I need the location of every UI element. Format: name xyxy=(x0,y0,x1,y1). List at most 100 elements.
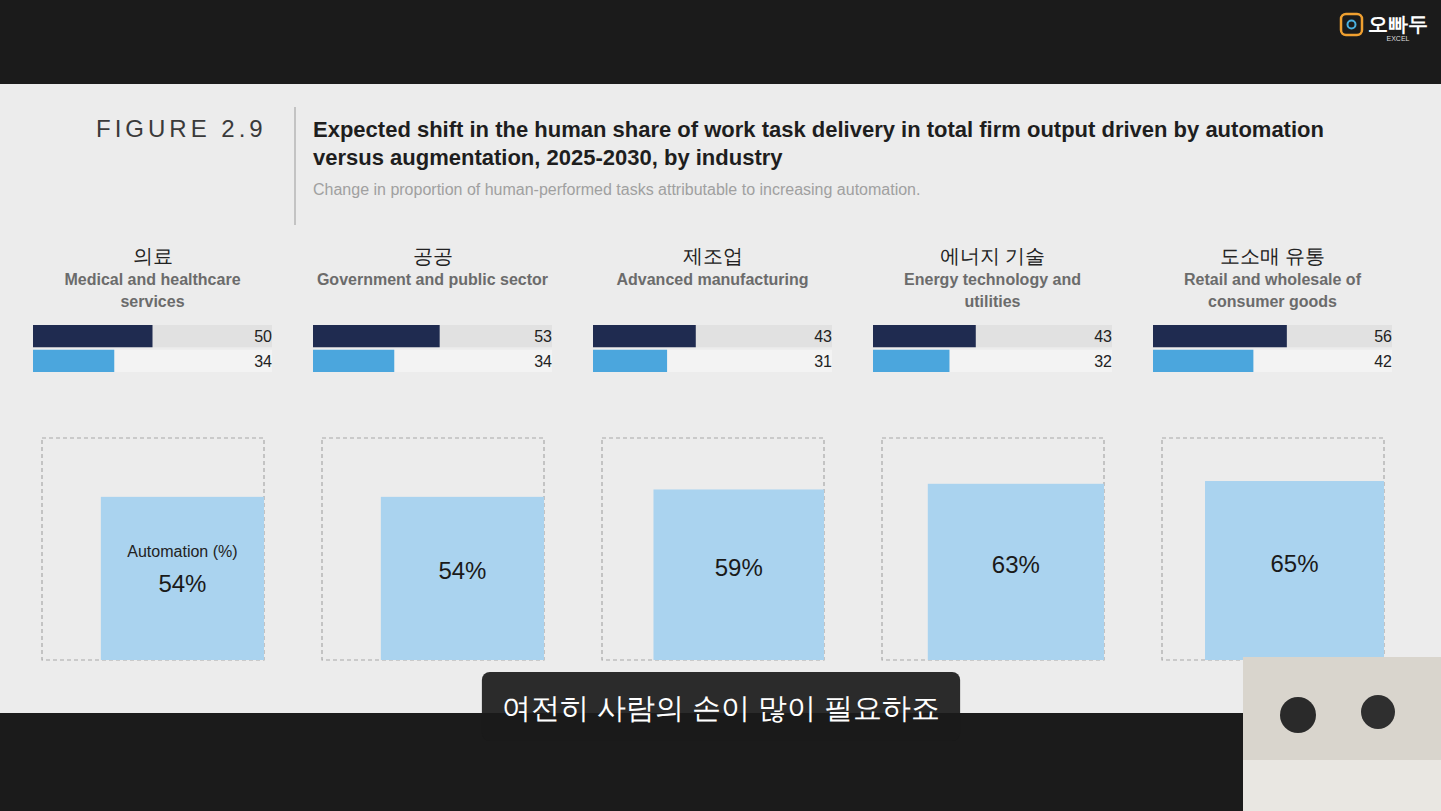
axis-line xyxy=(313,326,314,373)
bar xyxy=(33,325,153,347)
bar xyxy=(593,325,696,347)
logo-icon xyxy=(1348,21,1356,29)
figure-label: FIGURE 2.9 xyxy=(96,115,267,142)
data-label: 56 xyxy=(1374,328,1392,345)
text-line: Retail and wholesale of xyxy=(1184,271,1362,288)
range-track xyxy=(313,325,552,347)
bar xyxy=(873,325,976,347)
data-label: 50 xyxy=(254,328,272,345)
automation-value: 59% xyxy=(715,554,763,581)
panel-subtitle: Medical and healthcare services xyxy=(64,271,240,310)
text-line: Government and public sector xyxy=(317,271,548,288)
y-axis xyxy=(873,326,874,373)
automation-value: 54% xyxy=(438,557,486,584)
panel-subtitle: Government and public sector xyxy=(317,271,548,288)
y-axis xyxy=(593,326,594,373)
text-line: Energy technology and xyxy=(904,271,1081,288)
webcam-person xyxy=(1361,695,1395,729)
panel: 제조업Advanced manufacturing433159% xyxy=(593,245,832,660)
divider xyxy=(295,107,296,225)
text-line: utilities xyxy=(964,293,1020,310)
range-track xyxy=(33,325,272,347)
range-track xyxy=(873,350,1112,372)
webcam-person xyxy=(1280,697,1316,733)
caption-text: 여전히 사람의 손이 많이 필요하죠 xyxy=(502,692,940,724)
automation-square xyxy=(1205,481,1384,660)
axis-line xyxy=(873,326,874,373)
bars xyxy=(593,325,696,372)
automation-label: Automation (%) xyxy=(127,543,237,560)
panel: 도소매 유통 Retail and wholesale of consumer go… xyxy=(1153,245,1392,660)
panel-title: 도소매 유통 xyxy=(1220,245,1326,267)
panel: 의료 Medical and healthcare services 50 34 Auto… xyxy=(33,245,272,660)
figure-subtitle: Change in proportion of human-performed … xyxy=(313,181,920,198)
caption-box xyxy=(482,672,960,741)
range-track xyxy=(313,350,552,372)
logo-subtext: EXCEL xyxy=(1387,35,1410,42)
text-line: services xyxy=(120,293,184,310)
webcam-desk xyxy=(1243,760,1441,811)
data-label: 43 xyxy=(1094,328,1112,345)
axis-line xyxy=(33,326,34,373)
panel: 에너지 기술 Energy technology and utilities 43 32… xyxy=(873,245,1112,660)
bars xyxy=(313,325,440,372)
automation-value: 65% xyxy=(1270,550,1318,577)
automation-value: 63% xyxy=(992,551,1040,578)
text-line: versus augmentation, 2025-2030, by indus… xyxy=(313,145,783,170)
bar xyxy=(873,350,949,372)
automation-frame xyxy=(602,438,824,660)
bar xyxy=(1153,325,1287,347)
text-line: Medical and healthcare xyxy=(64,271,240,288)
automation-frame xyxy=(882,438,1104,660)
panel-title: 에너지 기술 xyxy=(940,245,1046,267)
range-track xyxy=(873,325,1112,347)
data-label: 42 xyxy=(1374,353,1392,370)
automation-square xyxy=(381,497,544,660)
automation-frame xyxy=(42,438,264,660)
panel-subtitle: Retail and wholesale of consumer goods xyxy=(1184,271,1362,310)
range-track xyxy=(1153,325,1392,347)
data-label: 34 xyxy=(254,353,272,370)
logo-text: 오빠두 xyxy=(1368,13,1428,35)
caption: 여전히 사람의 손이 많이 필요하죠 xyxy=(482,672,960,741)
bar xyxy=(33,350,114,372)
automation-square xyxy=(101,497,264,660)
data-label: 53 xyxy=(534,328,552,345)
automation-value: 54% xyxy=(158,570,206,597)
webcam-background xyxy=(1243,657,1441,811)
panel-subtitle: Energy technology and utilities xyxy=(904,271,1081,310)
data-label: 34 xyxy=(534,353,552,370)
bar xyxy=(593,350,667,372)
axis-line xyxy=(1153,326,1154,373)
data-label: 43 xyxy=(814,328,832,345)
text-line: consumer goods xyxy=(1208,293,1337,310)
data-label: 31 xyxy=(814,353,832,370)
panel-subtitle: Advanced manufacturing xyxy=(616,271,808,288)
page: FIGURE 2.9 Expected shift in the human sh… xyxy=(0,0,1441,811)
range-track xyxy=(33,350,272,372)
webcam-inset xyxy=(1243,657,1441,811)
figure-title: Expected shift in the human share of wor… xyxy=(313,117,1324,170)
text-line: Advanced manufacturing xyxy=(616,271,808,288)
logo-icon xyxy=(1341,14,1362,35)
slide-background xyxy=(0,84,1441,713)
y-axis xyxy=(313,326,314,373)
panel-title: 공공 xyxy=(413,245,453,267)
range-track xyxy=(593,350,832,372)
bar xyxy=(1153,350,1253,372)
automation-square xyxy=(653,489,824,660)
bar xyxy=(313,325,440,347)
text-line: Expected shift in the human share of wor… xyxy=(313,117,1324,142)
axis-line xyxy=(593,326,594,373)
y-axis xyxy=(33,326,34,373)
logo: 오빠두EXCEL xyxy=(1341,13,1428,42)
y-axis xyxy=(1153,326,1154,373)
panel: 공공 Government and public sector 53 34 54% xyxy=(313,245,552,660)
data-label: 32 xyxy=(1094,353,1112,370)
video-frame xyxy=(0,0,1441,811)
automation-frame xyxy=(322,438,544,660)
automation-square xyxy=(928,484,1104,660)
bar xyxy=(313,350,394,372)
panel-title: 의료 xyxy=(133,245,173,267)
range-track xyxy=(1153,350,1392,372)
